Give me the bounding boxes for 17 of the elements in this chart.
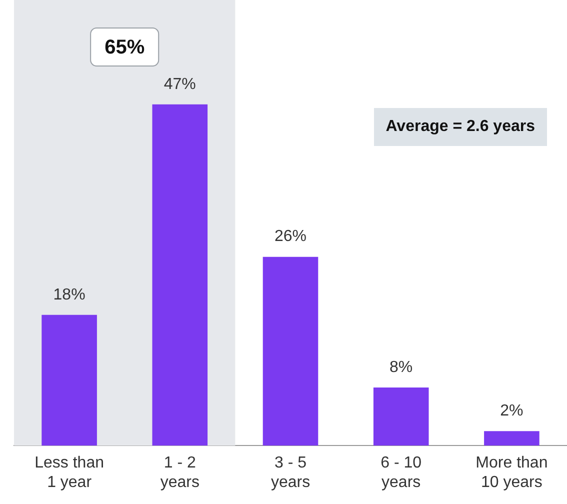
x-tick-label: 1 - 2 years — [160, 454, 200, 491]
band-label: 65% — [104, 36, 145, 59]
bar — [373, 388, 429, 446]
data-label: 8% — [390, 358, 413, 376]
data-label: 2% — [500, 402, 524, 420]
x-tick-label: More than 10 years — [476, 454, 548, 491]
data-label: 18% — [53, 286, 86, 304]
bar — [152, 104, 208, 446]
data-label: 47% — [164, 76, 196, 93]
bar — [42, 314, 97, 446]
x-tick-label: 6 - 10 years — [380, 454, 422, 491]
bar — [484, 431, 540, 446]
x-tick-label: Less than 1 year — [34, 454, 104, 491]
bar — [262, 256, 318, 446]
x-tick-label: 3 - 5 years — [270, 454, 310, 491]
data-label: 26% — [274, 228, 307, 246]
annotation: Average = 2.6 years — [374, 108, 547, 146]
